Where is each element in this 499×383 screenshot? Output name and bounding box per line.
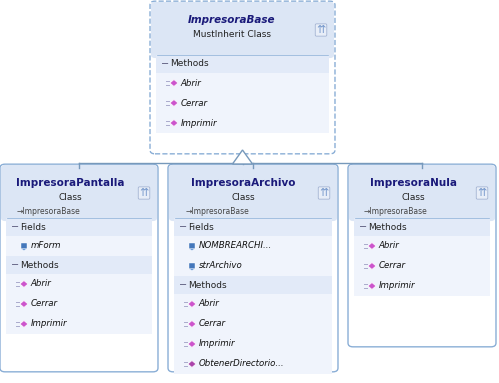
Bar: [174, 276, 332, 294]
Text: Abrir: Abrir: [181, 79, 202, 87]
Bar: [6, 314, 152, 334]
Text: Abrir: Abrir: [379, 242, 400, 250]
FancyBboxPatch shape: [1, 165, 157, 221]
Polygon shape: [188, 301, 196, 308]
Text: Methods: Methods: [170, 59, 209, 69]
Text: Methods: Methods: [20, 260, 58, 270]
FancyBboxPatch shape: [150, 1, 335, 154]
Polygon shape: [189, 243, 195, 249]
Bar: [174, 218, 332, 236]
Bar: [156, 55, 329, 73]
Polygon shape: [170, 100, 178, 106]
Polygon shape: [188, 340, 196, 347]
Polygon shape: [188, 321, 196, 327]
Text: Class: Class: [232, 193, 255, 203]
Polygon shape: [188, 360, 196, 367]
Text: Class: Class: [58, 193, 82, 203]
Text: ImpresoraBase: ImpresoraBase: [188, 15, 276, 25]
Text: ⇈: ⇈: [478, 188, 487, 198]
Text: ⇈: ⇈: [139, 188, 149, 198]
Polygon shape: [20, 301, 28, 308]
Text: −: −: [179, 280, 187, 290]
Bar: [6, 218, 152, 236]
Text: ⇈: ⇈: [319, 188, 329, 198]
Text: NOMBREARCHI...: NOMBREARCHI...: [199, 242, 272, 250]
Text: Class: Class: [402, 193, 426, 203]
Text: Cerrar: Cerrar: [199, 319, 226, 329]
Bar: [174, 314, 332, 334]
Bar: [156, 113, 329, 133]
Polygon shape: [20, 281, 28, 288]
Bar: [353, 198, 491, 218]
Bar: [155, 35, 330, 55]
Bar: [174, 236, 332, 256]
Bar: [5, 198, 153, 218]
FancyBboxPatch shape: [169, 165, 337, 221]
Polygon shape: [368, 283, 376, 290]
Text: mForm: mForm: [31, 242, 61, 250]
Polygon shape: [189, 249, 195, 250]
Text: →ImpresoraBase: →ImpresoraBase: [186, 208, 250, 216]
Text: Cerrar: Cerrar: [379, 262, 406, 270]
Bar: [6, 274, 152, 294]
Text: →ImpresoraBase: →ImpresoraBase: [17, 208, 81, 216]
Polygon shape: [189, 269, 195, 271]
FancyBboxPatch shape: [0, 164, 158, 372]
Text: −: −: [11, 260, 19, 270]
Polygon shape: [233, 150, 252, 164]
Text: strArchivo: strArchivo: [199, 262, 243, 270]
Polygon shape: [368, 263, 376, 270]
Text: Imprimir: Imprimir: [379, 282, 416, 290]
FancyBboxPatch shape: [349, 165, 495, 221]
Text: Imprimir: Imprimir: [31, 319, 67, 329]
Text: Fields: Fields: [188, 223, 214, 231]
Text: ImpresoraArchivo: ImpresoraArchivo: [191, 178, 295, 188]
Bar: [174, 334, 332, 354]
Text: Imprimir: Imprimir: [181, 118, 218, 128]
Bar: [6, 236, 152, 256]
Text: ImpresoraNula: ImpresoraNula: [370, 178, 457, 188]
Text: ObtenerDirectorio...: ObtenerDirectorio...: [199, 360, 284, 368]
Text: →ImpresoraBase: →ImpresoraBase: [364, 208, 428, 216]
FancyBboxPatch shape: [168, 164, 338, 372]
FancyBboxPatch shape: [348, 164, 496, 347]
Bar: [156, 73, 329, 93]
Text: −: −: [161, 59, 169, 69]
Text: Abrir: Abrir: [199, 300, 220, 308]
Bar: [354, 256, 490, 276]
Text: ⇈: ⇈: [316, 25, 326, 35]
Text: Abrir: Abrir: [31, 280, 52, 288]
Bar: [156, 93, 329, 113]
Bar: [173, 198, 333, 218]
Bar: [174, 294, 332, 314]
Polygon shape: [189, 263, 195, 269]
Text: Methods: Methods: [188, 280, 227, 290]
Bar: [354, 236, 490, 256]
Text: ImpresoraPantalla: ImpresoraPantalla: [16, 178, 124, 188]
Bar: [6, 294, 152, 314]
Bar: [174, 256, 332, 276]
Bar: [354, 218, 490, 236]
Bar: [174, 354, 332, 374]
FancyBboxPatch shape: [151, 2, 334, 58]
Text: Cerrar: Cerrar: [31, 300, 58, 308]
Polygon shape: [21, 249, 27, 250]
Text: MustInherit Class: MustInherit Class: [193, 31, 271, 39]
Polygon shape: [170, 80, 178, 87]
Text: −: −: [11, 222, 19, 232]
Bar: [354, 276, 490, 296]
Polygon shape: [21, 243, 27, 249]
Text: Cerrar: Cerrar: [181, 98, 208, 108]
Text: Fields: Fields: [20, 223, 46, 231]
Bar: [6, 256, 152, 274]
Text: Methods: Methods: [368, 223, 407, 231]
Text: −: −: [179, 222, 187, 232]
Polygon shape: [368, 242, 376, 249]
Text: −: −: [359, 222, 367, 232]
Polygon shape: [170, 119, 178, 126]
Text: Imprimir: Imprimir: [199, 339, 236, 349]
Polygon shape: [20, 321, 28, 327]
